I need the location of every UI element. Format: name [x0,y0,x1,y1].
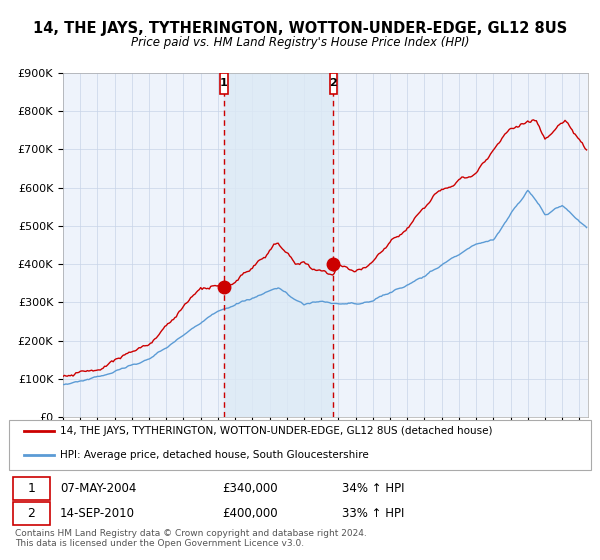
Text: 2: 2 [329,78,337,88]
Text: Price paid vs. HM Land Registry's House Price Index (HPI): Price paid vs. HM Land Registry's House … [131,36,469,49]
Text: 2: 2 [27,507,35,520]
Bar [224,73,334,417]
FancyBboxPatch shape [330,73,337,94]
Text: £340,000: £340,000 [222,482,278,495]
Text: 1: 1 [220,78,228,88]
Text: 34% ↑ HPI: 34% ↑ HPI [342,482,404,495]
Text: 14-SEP-2010: 14-SEP-2010 [60,507,135,520]
Text: Contains HM Land Registry data © Crown copyright and database right 2024.
This d: Contains HM Land Registry data © Crown c… [15,529,367,548]
Text: 1: 1 [27,482,35,495]
Text: 14, THE JAYS, TYTHERINGTON, WOTTON-UNDER-EDGE, GL12 8US: 14, THE JAYS, TYTHERINGTON, WOTTON-UNDER… [33,21,567,36]
Text: 14, THE JAYS, TYTHERINGTON, WOTTON-UNDER-EDGE, GL12 8US (detached house): 14, THE JAYS, TYTHERINGTON, WOTTON-UNDER… [60,426,493,436]
Text: 33% ↑ HPI: 33% ↑ HPI [342,507,404,520]
FancyBboxPatch shape [220,73,227,94]
Text: 07-MAY-2004: 07-MAY-2004 [60,482,136,495]
Text: £400,000: £400,000 [222,507,278,520]
Text: HPI: Average price, detached house, South Gloucestershire: HPI: Average price, detached house, Sout… [60,450,369,460]
